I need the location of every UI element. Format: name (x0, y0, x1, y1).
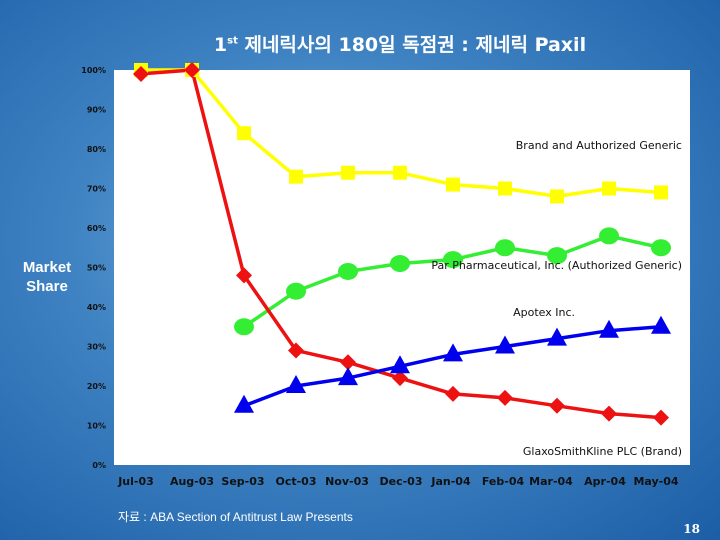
y-tick-label: 90% (87, 106, 106, 115)
data-point (341, 165, 355, 180)
data-point (288, 342, 304, 359)
x-tick-label: Mar-04 (529, 475, 573, 488)
data-point (599, 227, 619, 245)
data-point (445, 385, 461, 402)
data-point (547, 327, 567, 346)
y-tick-label: 100% (81, 66, 106, 75)
y-tick-label: 20% (87, 382, 106, 391)
x-tick-label: Dec-03 (380, 475, 423, 488)
data-point (338, 262, 358, 280)
x-tick-label: Apr-04 (584, 475, 626, 488)
data-point (234, 318, 254, 336)
data-point (602, 181, 616, 196)
x-tick-label: Sep-03 (221, 475, 264, 488)
x-tick-label: May-04 (633, 475, 678, 488)
y-tick-label: 40% (87, 303, 106, 312)
x-tick-label: Jan-04 (430, 475, 471, 488)
data-point (289, 169, 303, 184)
series-label: Brand and Authorized Generic (516, 139, 682, 152)
data-point (653, 409, 669, 426)
y-axis-label-line2: Share (26, 278, 68, 295)
data-point (495, 335, 515, 354)
y-axis-label: Market Share (14, 258, 80, 296)
data-point (393, 165, 407, 180)
data-point (599, 319, 619, 338)
data-point (340, 354, 356, 371)
y-axis-label-line1: Market (22, 259, 72, 276)
data-point (446, 177, 460, 192)
y-tick-label: 80% (87, 145, 106, 154)
page-title: 1st 제네릭사의 180일 독점권 : 제네릭 Paxil (213, 34, 587, 56)
y-tick-label: 0% (92, 461, 106, 470)
data-point (184, 62, 200, 78)
data-point (133, 65, 149, 82)
source-note: 자료 : ABA Section of Antitrust Law Presen… (118, 510, 353, 524)
y-tick-label: 30% (87, 343, 106, 352)
data-point (390, 255, 410, 273)
data-point (286, 282, 306, 300)
data-point (392, 370, 408, 387)
data-point (497, 389, 513, 406)
data-point (550, 189, 564, 204)
data-point (651, 315, 671, 334)
x-tick-label: Feb-04 (482, 475, 525, 488)
data-point (498, 181, 512, 196)
data-point (237, 126, 251, 141)
x-tick-label: Jul-03 (117, 475, 154, 488)
data-point (390, 355, 410, 374)
data-point (236, 267, 252, 284)
y-tick-label: 70% (87, 185, 106, 194)
series-label: GlaxoSmithKline PLC (Brand) (523, 445, 682, 458)
x-tick-label: Nov-03 (325, 475, 369, 488)
data-point (651, 239, 671, 257)
series-label: Par Pharmaceutical, Inc. (Authorized Gen… (431, 259, 682, 272)
x-tick-label: Oct-03 (275, 475, 316, 488)
series-label: Apotex Inc. (513, 306, 575, 319)
data-point (443, 251, 463, 269)
data-point (495, 239, 515, 257)
data-point (654, 185, 668, 200)
page-number: 18 (683, 522, 700, 536)
data-point (234, 394, 254, 413)
y-tick-label: 10% (87, 422, 106, 431)
data-point (549, 397, 565, 414)
data-point (338, 367, 358, 386)
data-point (443, 343, 463, 362)
data-point (601, 405, 617, 422)
data-point (547, 247, 567, 265)
y-tick-label: 60% (87, 224, 106, 233)
data-point (286, 375, 306, 393)
x-tick-label: Aug-03 (170, 475, 214, 488)
y-tick-label: 50% (87, 264, 106, 273)
